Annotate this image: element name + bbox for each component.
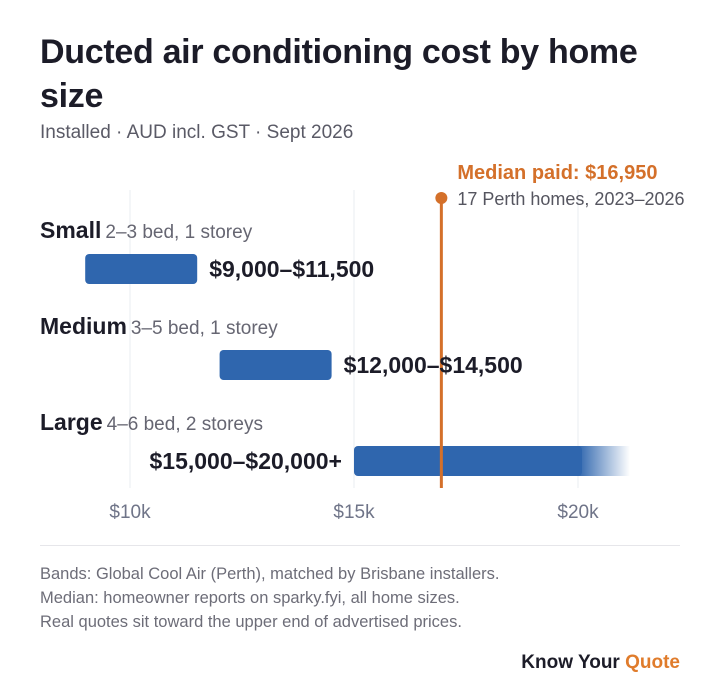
- range-label: $12,000–$14,500: [344, 352, 523, 378]
- chart-title: Ducted air conditioning cost by home siz…: [40, 33, 638, 115]
- range-bar: [85, 254, 198, 284]
- footnote-line: Bands: Global Cool Air (Perth), matched …: [40, 565, 500, 583]
- category-desc: 2–3 bed, 1 storey: [105, 222, 252, 243]
- chart-subtitle: Installed · AUD incl. GST · Sept 2026: [40, 122, 354, 143]
- median-label: Median paid: $16,950: [457, 162, 657, 184]
- footnotes: Bands: Global Cool Air (Perth), matched …: [40, 562, 680, 634]
- median-dot: [435, 192, 448, 204]
- category-name: Small: [40, 217, 101, 243]
- brand-logo: Know Your Quote: [521, 652, 680, 674]
- category-desc: 4–6 bed, 2 storeys: [107, 414, 263, 435]
- category-label: Medium 3–5 bed, 1 storey: [40, 313, 278, 339]
- category-label: Small 2–3 bed, 1 storey: [40, 217, 253, 243]
- median-note: 17 Perth homes, 2023–2026: [457, 189, 684, 209]
- category-label: Large 4–6 bed, 2 storeys: [40, 409, 263, 435]
- range-bar-chart: $10k $15k $20k Small 2–3 bed, 1 storey $9,000…: [40, 162, 685, 523]
- category-name: Medium: [40, 313, 127, 339]
- range-bar: [354, 446, 582, 476]
- footnote-line: Real quotes sit toward the upper end of …: [40, 613, 462, 631]
- brand-accent: Quote: [625, 652, 680, 673]
- x-tick-label: $20k: [557, 502, 599, 523]
- x-tick-label: $15k: [333, 502, 375, 523]
- brand-main: Know Your: [521, 652, 620, 673]
- category-name: Large: [40, 409, 103, 435]
- x-tick-label: $10k: [109, 502, 151, 523]
- range-label: $9,000–$11,500: [209, 256, 374, 282]
- range-bar-fade: [578, 446, 630, 476]
- footnote-divider: [40, 545, 680, 546]
- footnote-line: Median: homeowner reports on sparky.fyi,…: [40, 589, 460, 607]
- range-bar: [219, 350, 332, 380]
- range-label: $15,000–$20,000+: [149, 448, 342, 474]
- category-desc: 3–5 bed, 1 storey: [131, 318, 278, 339]
